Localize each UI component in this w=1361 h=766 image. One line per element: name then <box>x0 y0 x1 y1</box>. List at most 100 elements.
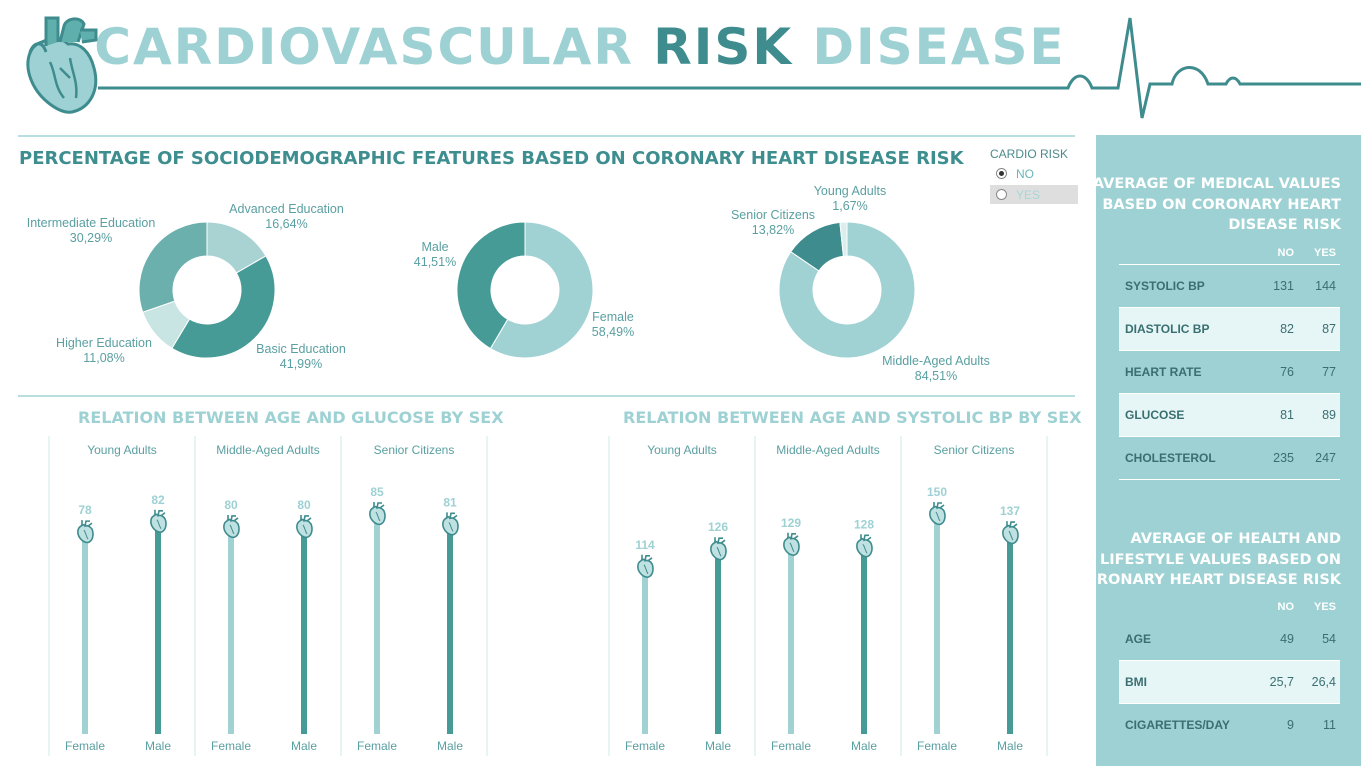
category-label: Female <box>357 739 397 753</box>
donut-slice-male <box>456 221 526 350</box>
group-label: Young Adults <box>647 443 717 457</box>
col-yes: YES <box>1313 601 1336 613</box>
bar-female <box>228 526 234 734</box>
medical-values-table: NO YES SYSTOLIC BP 131 144 DIASTOLIC BP 82 8… <box>1119 242 1340 480</box>
donut-slice-young-adults <box>839 221 848 257</box>
bar-female <box>82 532 88 734</box>
label-female: Female 58,49% <box>591 310 635 339</box>
title-cardiovascular: CARDIOVASCULAR <box>94 18 634 76</box>
dashboard-title: CARDIOVASCULAR RISK DISEASE <box>0 18 1160 76</box>
heart-marker-icon <box>296 514 313 539</box>
col-yes: YES <box>1313 247 1336 259</box>
table-row: DIASTOLIC BP 82 87 <box>1119 308 1340 351</box>
bar-value-label: 81 <box>443 495 457 509</box>
title-disease: DISEASE <box>812 18 1066 76</box>
donut-chart-age-group <box>778 221 916 359</box>
bar-male <box>155 521 161 734</box>
bar-male <box>861 546 867 734</box>
donut-chart-education <box>138 221 276 359</box>
col-no: NO <box>1277 247 1295 259</box>
group-label: Young Adults <box>87 443 157 457</box>
bar-male <box>301 526 307 734</box>
filter-option-yes[interactable]: YES <box>990 185 1078 204</box>
bar-male <box>715 549 721 734</box>
table-row: BMI 25,7 26,4 <box>1119 661 1340 704</box>
heart-marker-icon <box>637 554 654 578</box>
bar-value-label: 82 <box>151 493 165 507</box>
table-row: HEART RATE 76 77 <box>1119 351 1340 394</box>
label-advanced-education: Advanced Education 16,64% <box>229 202 344 231</box>
glucose-bar-chart: Young Adults 78 Female 82 Male Middle-Aged Ad… <box>48 436 488 756</box>
heartbeat-line <box>98 17 1361 119</box>
bar-value-label: 129 <box>781 516 801 530</box>
bar-value-label: 80 <box>224 498 238 512</box>
bar-female <box>934 514 940 734</box>
heart-marker-icon <box>150 509 167 533</box>
bar-female <box>374 514 380 734</box>
label-senior-citizens: Senior Citizens 13,82% <box>730 208 816 237</box>
bar-value-label: 78 <box>78 503 92 517</box>
table-row: CHOLESTEROL 235 247 <box>1119 437 1340 480</box>
category-label: Male <box>851 739 877 753</box>
donut-slice-basic-education <box>171 255 276 359</box>
bar-value-label: 85 <box>370 485 384 499</box>
label-intermediate-education: Intermediate Education 30,29% <box>26 216 156 245</box>
table-row: GLUCOSE 81 89 <box>1119 394 1340 437</box>
heart-marker-icon <box>710 537 727 561</box>
glucose-chart-title: RELATION BETWEEN AGE AND GLUCOSE BY SEX <box>78 408 504 427</box>
medical-values-title: AVERAGE OF MEDICAL VALUES BASED ON CORON… <box>1092 176 1341 233</box>
heart-marker-icon <box>929 502 946 526</box>
donut-slice-intermediate-education <box>138 221 208 313</box>
bar-value-label: 137 <box>1000 504 1020 518</box>
heart-marker-icon <box>442 512 459 536</box>
bar-female <box>788 544 794 734</box>
systolic-chart-title: RELATION BETWEEN AGE AND SYSTOLIC BP BY … <box>623 408 1082 427</box>
table-header: NO YES <box>1119 596 1340 618</box>
col-no: NO <box>1277 601 1295 613</box>
group-label: Middle-Aged Adults <box>216 443 319 457</box>
systolic-bar-chart: Young Adults 114 Female 126 Male Middle-Aged … <box>608 436 1048 756</box>
cardio-risk-filter: CARDIO RISK NO YES <box>990 147 1078 204</box>
bar-female <box>642 566 648 734</box>
group-label: Middle-Aged Adults <box>776 443 879 457</box>
label-higher-education: Higher Education 11,08% <box>56 336 152 365</box>
bar-value-label: 114 <box>635 538 655 552</box>
table-header: NO YES <box>1119 242 1340 265</box>
heart-marker-icon <box>77 520 94 544</box>
category-label: Female <box>65 739 105 753</box>
bar-value-label: 150 <box>927 485 947 499</box>
table-row: SYSTOLIC BP 131 144 <box>1119 265 1340 308</box>
divider-middle <box>18 395 1075 397</box>
label-young-adults: Young Adults 1,67% <box>813 184 887 213</box>
title-risk: RISK <box>653 18 794 76</box>
bar-value-label: 80 <box>297 498 311 512</box>
heart-marker-icon <box>369 502 386 526</box>
category-label: Female <box>917 739 957 753</box>
lifestyle-values-table: NO YES AGE 49 54 BMI 25,7 26,4 CIGARETTES/DA… <box>1119 596 1340 747</box>
heart-logo-icon <box>26 16 98 114</box>
category-label: Female <box>771 739 811 753</box>
label-middle-aged: Middle-Aged Adults 84,51% <box>882 354 990 383</box>
category-label: Male <box>145 739 171 753</box>
filter-option-no[interactable]: NO <box>990 164 1078 183</box>
group-label: Senior Citizens <box>374 443 455 457</box>
category-label: Female <box>211 739 251 753</box>
divider-top <box>18 135 1075 137</box>
label-basic-education: Basic Education 41,99% <box>256 342 346 371</box>
category-label: Male <box>997 739 1023 753</box>
bar-male <box>1007 533 1013 734</box>
radio-yes-icon[interactable] <box>996 189 1007 200</box>
donut-chart-sex <box>456 221 594 359</box>
category-label: Female <box>625 739 665 753</box>
filter-option-label: YES <box>1016 187 1041 202</box>
heart-marker-icon <box>783 532 800 556</box>
heart-marker-icon <box>1002 521 1019 545</box>
category-label: Male <box>291 739 317 753</box>
heart-marker-icon <box>223 514 240 539</box>
label-male: Male 41,51% <box>413 240 457 269</box>
heart-marker-icon <box>856 534 873 558</box>
bar-male <box>447 524 453 734</box>
radio-no-icon[interactable] <box>996 168 1007 179</box>
bar-value-label: 128 <box>854 517 874 531</box>
donut-section-title: PERCENTAGE OF SOCIODEMOGRAPHIC FEATURES … <box>19 148 964 169</box>
